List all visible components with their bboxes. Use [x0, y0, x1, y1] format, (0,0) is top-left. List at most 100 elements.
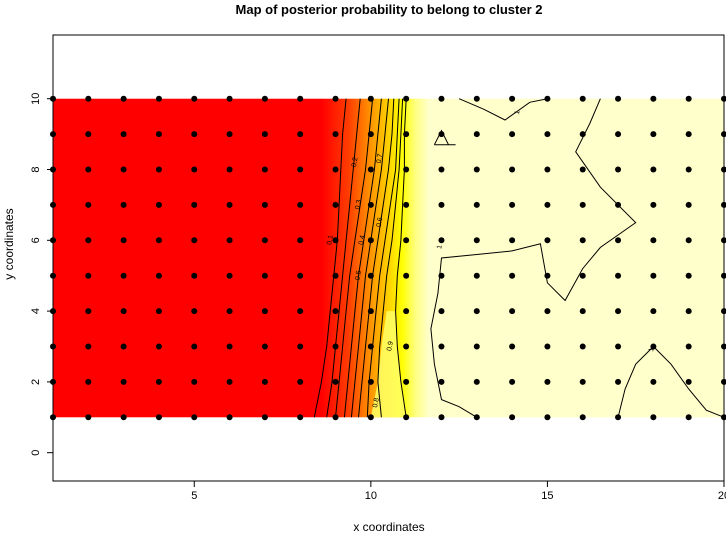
sample-point	[120, 378, 127, 385]
sample-point	[261, 414, 268, 421]
sample-point	[297, 95, 304, 102]
sample-point	[403, 343, 410, 350]
contour-line-0.7	[366, 98, 400, 418]
sample-point	[544, 131, 551, 138]
sample-point	[403, 166, 410, 173]
sample-point	[261, 201, 268, 208]
sample-point	[685, 343, 692, 350]
sample-point	[226, 414, 233, 421]
sample-point	[332, 414, 339, 421]
sample-point	[650, 308, 657, 315]
y-tick-label: 2	[30, 379, 42, 385]
sample-point	[297, 166, 304, 173]
sample-point	[509, 166, 516, 173]
sample-point	[226, 308, 233, 315]
sample-point	[473, 237, 480, 244]
sample-point	[120, 201, 127, 208]
contour-line-0.5	[350, 98, 389, 418]
sample-point	[438, 414, 445, 421]
sample-point	[191, 237, 198, 244]
sample-point	[85, 237, 92, 244]
sample-point	[191, 201, 198, 208]
sample-point	[438, 201, 445, 208]
contour-line-0.1	[313, 98, 347, 418]
sample-point	[685, 272, 692, 279]
contour-label: 1	[648, 347, 656, 352]
sample-point	[579, 378, 586, 385]
sample-point	[85, 414, 92, 421]
sample-point	[297, 201, 304, 208]
sample-point	[650, 272, 657, 279]
sample-point	[544, 272, 551, 279]
y-tick-label: 4	[30, 308, 42, 314]
sample-point	[544, 95, 551, 102]
plot-frame	[52, 34, 725, 482]
chart-title: Map of posterior probability to belong t…	[236, 2, 543, 17]
contour-line-0.9	[395, 98, 407, 418]
sample-point	[685, 166, 692, 173]
sample-point	[85, 201, 92, 208]
sample-point	[155, 166, 162, 173]
sample-point	[438, 166, 445, 173]
sample-point	[332, 272, 339, 279]
sample-point	[367, 201, 374, 208]
sample-point	[544, 308, 551, 315]
sample-point	[438, 237, 445, 244]
sample-point	[650, 414, 657, 421]
sample-point	[650, 378, 657, 385]
sample-point	[509, 272, 516, 279]
sample-point	[509, 237, 516, 244]
sample-point	[650, 201, 657, 208]
sample-point	[120, 414, 127, 421]
sample-point	[579, 166, 586, 173]
sample-point	[403, 272, 410, 279]
sample-point	[85, 343, 92, 350]
probability-surface-yellow-lobe	[370, 311, 407, 418]
sample-point	[297, 272, 304, 279]
sample-point	[473, 131, 480, 138]
sample-point	[85, 272, 92, 279]
x-tick-label: 15	[541, 490, 553, 502]
x-axis-ticks: 5 10 15 20	[191, 481, 726, 502]
sample-point	[615, 272, 622, 279]
sample-point	[226, 343, 233, 350]
sample-point	[403, 131, 410, 138]
sample-point	[85, 131, 92, 138]
sample-point	[579, 414, 586, 421]
sample-point	[120, 237, 127, 244]
sample-point	[332, 237, 339, 244]
sample-point	[403, 378, 410, 385]
contour-label: 1	[436, 244, 444, 249]
sample-point	[544, 343, 551, 350]
sample-point	[473, 308, 480, 315]
sample-point	[85, 378, 92, 385]
sample-point	[191, 308, 198, 315]
sample-point	[297, 414, 304, 421]
sample-point	[120, 166, 127, 173]
sample-point	[261, 343, 268, 350]
sample-point	[685, 308, 692, 315]
sample-point	[438, 272, 445, 279]
sample-point	[261, 378, 268, 385]
sample-point	[261, 131, 268, 138]
sample-point	[438, 131, 445, 138]
sample-point	[226, 378, 233, 385]
sample-point	[473, 378, 480, 385]
sample-point	[226, 131, 233, 138]
sample-point	[155, 95, 162, 102]
x-axis-label: x coordinates	[353, 520, 424, 534]
sample-point	[332, 308, 339, 315]
sample-point	[120, 308, 127, 315]
sample-point	[155, 237, 162, 244]
sample-point	[226, 95, 233, 102]
sample-point	[332, 131, 339, 138]
x-tick-label: 20	[718, 490, 726, 502]
sample-point	[509, 308, 516, 315]
sample-point	[261, 272, 268, 279]
sample-point	[650, 131, 657, 138]
sample-point	[650, 95, 657, 102]
contour-line-1	[458, 98, 548, 121]
y-tick-label: 8	[30, 166, 42, 172]
sample-point	[297, 378, 304, 385]
sample-point	[226, 201, 233, 208]
